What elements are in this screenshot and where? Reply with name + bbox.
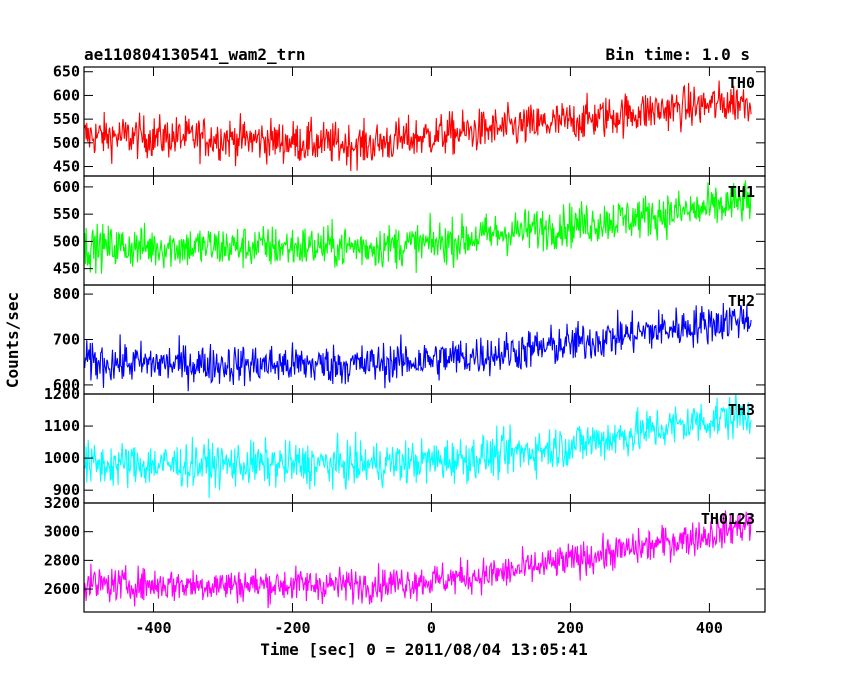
series-label-th0: TH0 [728, 74, 755, 92]
y-tick-label: 600 [53, 178, 80, 196]
series-line-th0123 [84, 510, 752, 609]
y-tick-label: 450 [53, 260, 80, 278]
series-label-th0123: TH0123 [701, 510, 755, 528]
panel-frame [83, 502, 766, 613]
panel-th3: 900 1000 1100 1200 TH3 [44, 385, 766, 504]
y-tick-label: 3000 [44, 523, 80, 541]
panel-th2: 600 700 800 TH2 [53, 284, 766, 395]
x-tick-label: -400 [135, 619, 171, 637]
x-axis-label: Time [sec] 0 = 2011/08/04 13:05:41 [260, 640, 588, 659]
y-tick-label: 1000 [44, 449, 80, 467]
x-tick-label: -200 [274, 619, 310, 637]
y-tick-label: 2600 [44, 580, 80, 598]
y-tick-label: 550 [53, 110, 80, 128]
series-label-th3: TH3 [728, 401, 755, 419]
y-tick-label: 600 [53, 376, 80, 394]
panel-th0123: 2600 2800 3000 3200 TH0123 [44, 494, 766, 613]
y-axis-label: Counts/sec [3, 292, 22, 388]
panel-frame [83, 175, 766, 286]
y-tick-label: 600 [53, 86, 80, 104]
y-tick-label: 650 [53, 63, 80, 81]
series-line-th1 [84, 180, 752, 274]
series-line-th2 [84, 302, 752, 392]
y-tick-label: 2800 [44, 551, 80, 569]
y-tick-label: 3200 [44, 494, 80, 512]
bin-time-label: Bin time: 1.0 s [605, 45, 751, 64]
y-tick-label: 500 [53, 134, 80, 152]
x-tick-label: 0 [427, 619, 436, 637]
y-tick-label: 450 [53, 158, 80, 176]
x-tick-label: 400 [696, 619, 723, 637]
series-label-th2: TH2 [728, 292, 755, 310]
chart-title: ae110804130541_wam2_trn [84, 45, 306, 64]
y-tick-label: 900 [53, 481, 80, 499]
panel-th1: 450 500 550 600 TH1 [53, 175, 766, 286]
series-line-th3 [84, 394, 752, 498]
y-tick-label: 550 [53, 205, 80, 223]
x-tick-label: 200 [557, 619, 584, 637]
y-tick-label: 1100 [44, 417, 80, 435]
panel-frame [83, 284, 766, 395]
series-line-th0 [84, 80, 752, 172]
y-tick-label: 700 [53, 331, 80, 349]
series-label-th1: TH1 [728, 183, 755, 201]
panels-group: 450 500 550 600 650 TH0 450 500 550 600 TH1 600 700 8… [44, 63, 766, 637]
panel-th0: 450 500 550 600 650 TH0 [53, 63, 766, 177]
y-tick-label: 500 [53, 232, 80, 250]
y-tick-label: 800 [53, 285, 80, 303]
y-tick-label: 1200 [44, 385, 80, 403]
